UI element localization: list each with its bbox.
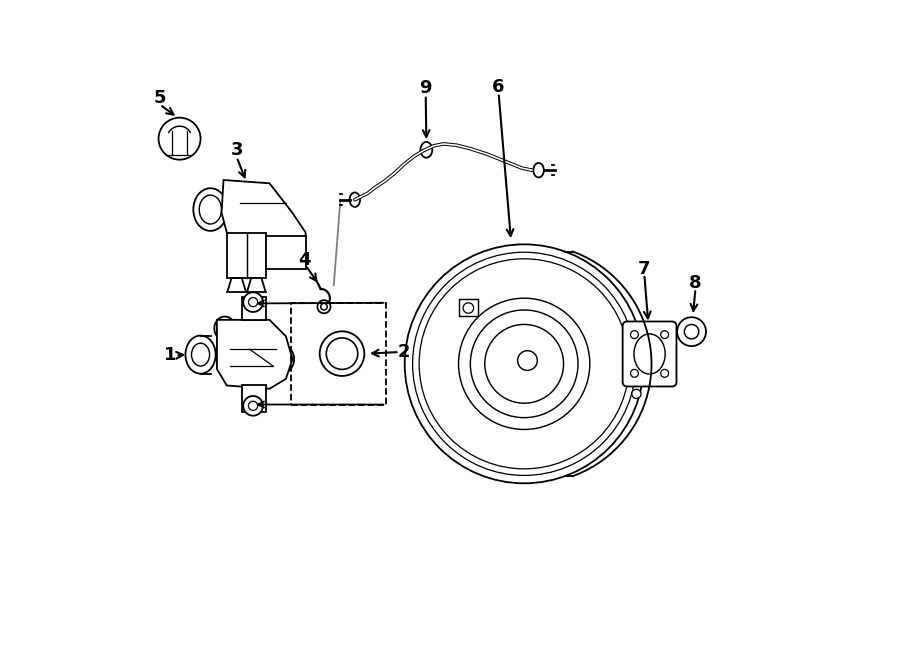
Ellipse shape bbox=[199, 195, 221, 224]
Circle shape bbox=[684, 324, 698, 339]
Ellipse shape bbox=[634, 334, 665, 374]
Text: 5: 5 bbox=[154, 89, 166, 107]
Circle shape bbox=[464, 303, 473, 313]
Text: 3: 3 bbox=[230, 142, 243, 160]
Polygon shape bbox=[458, 299, 478, 316]
Text: 7: 7 bbox=[638, 260, 651, 277]
Text: 4: 4 bbox=[298, 251, 310, 269]
Circle shape bbox=[405, 244, 644, 483]
Polygon shape bbox=[242, 297, 266, 320]
Circle shape bbox=[677, 317, 706, 346]
Text: 9: 9 bbox=[419, 79, 432, 97]
Circle shape bbox=[248, 297, 257, 307]
Bar bbox=[291, 303, 386, 404]
Ellipse shape bbox=[320, 331, 365, 376]
Ellipse shape bbox=[185, 336, 216, 373]
Ellipse shape bbox=[192, 343, 210, 366]
Circle shape bbox=[158, 118, 201, 160]
Ellipse shape bbox=[219, 322, 230, 335]
Polygon shape bbox=[227, 232, 266, 279]
Ellipse shape bbox=[349, 193, 360, 207]
Circle shape bbox=[661, 369, 669, 377]
Polygon shape bbox=[242, 385, 266, 412]
FancyBboxPatch shape bbox=[623, 322, 677, 387]
Circle shape bbox=[248, 401, 257, 410]
Ellipse shape bbox=[194, 188, 228, 231]
Ellipse shape bbox=[327, 338, 358, 369]
Polygon shape bbox=[221, 180, 306, 259]
Text: 6: 6 bbox=[492, 78, 505, 96]
Circle shape bbox=[631, 369, 638, 377]
Ellipse shape bbox=[632, 389, 641, 399]
Ellipse shape bbox=[632, 329, 641, 338]
Ellipse shape bbox=[318, 300, 330, 313]
Ellipse shape bbox=[214, 316, 235, 340]
Ellipse shape bbox=[320, 303, 328, 310]
Ellipse shape bbox=[243, 324, 254, 336]
Ellipse shape bbox=[238, 318, 258, 341]
Circle shape bbox=[243, 292, 263, 312]
Circle shape bbox=[631, 331, 638, 338]
Ellipse shape bbox=[534, 163, 544, 177]
Text: 2: 2 bbox=[398, 343, 410, 361]
Ellipse shape bbox=[276, 351, 289, 367]
Polygon shape bbox=[266, 236, 306, 269]
Polygon shape bbox=[217, 320, 292, 389]
Ellipse shape bbox=[271, 346, 294, 373]
Circle shape bbox=[661, 331, 669, 338]
Text: 8: 8 bbox=[689, 274, 702, 292]
Ellipse shape bbox=[420, 142, 432, 158]
Text: 1: 1 bbox=[164, 346, 176, 364]
Circle shape bbox=[243, 396, 263, 416]
